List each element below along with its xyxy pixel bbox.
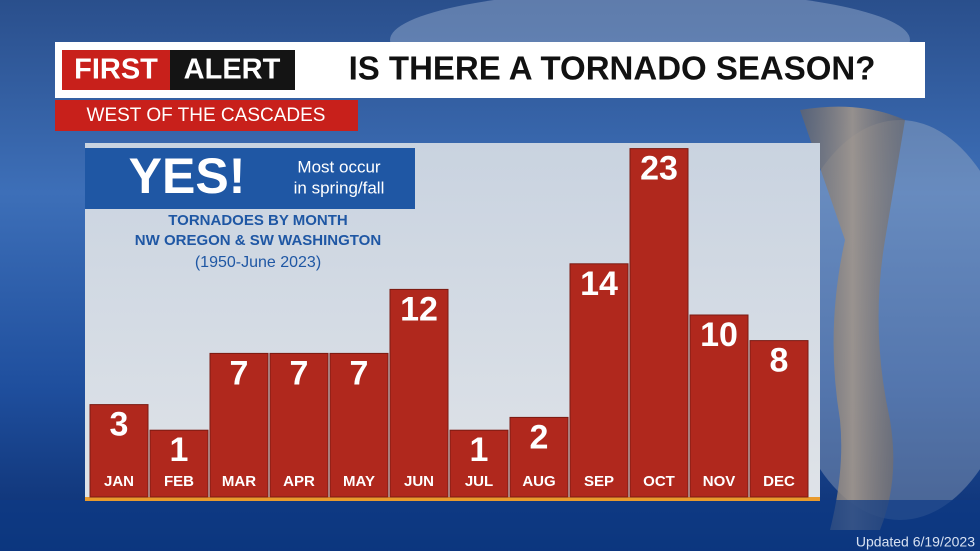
subtitle-bar bbox=[55, 100, 358, 131]
callout-box bbox=[85, 148, 415, 209]
x-tick-label: JUL bbox=[465, 473, 493, 490]
chart-subtitle: (1950-June 2023) bbox=[195, 254, 321, 271]
tornado bbox=[800, 106, 905, 531]
value-label: 8 bbox=[770, 342, 789, 380]
floor bbox=[0, 500, 980, 551]
value-label: 14 bbox=[580, 265, 618, 303]
chart-subtitle: NW OREGON & SW WASHINGTON bbox=[135, 232, 381, 249]
x-tick-label: DEC bbox=[763, 473, 795, 490]
x-tick-label: AUG bbox=[522, 473, 555, 490]
logo-first-box bbox=[62, 50, 170, 90]
value-label: 1 bbox=[470, 431, 489, 469]
value-label: 1 bbox=[170, 431, 189, 469]
x-tick-label: MAR bbox=[222, 473, 256, 490]
bar bbox=[209, 352, 269, 498]
bar bbox=[149, 429, 209, 498]
x-tick-label: APR bbox=[283, 473, 315, 490]
baseline bbox=[85, 497, 820, 501]
bar bbox=[629, 148, 689, 498]
callout-headline: YES! bbox=[129, 148, 246, 204]
chart-title: TORNADOES BY MONTH bbox=[168, 212, 347, 229]
x-tick-label: NOV bbox=[703, 473, 736, 490]
callout-text: Most occur bbox=[297, 157, 380, 176]
logo-first: FIRST bbox=[74, 54, 158, 86]
bar bbox=[569, 263, 629, 498]
value-label: 7 bbox=[350, 354, 369, 392]
footer: Updated 6/19/2023 bbox=[856, 534, 975, 550]
logo-alert-box bbox=[170, 50, 295, 90]
title: IS THERE A TORNADO SEASON? bbox=[349, 50, 876, 87]
bar bbox=[269, 352, 329, 498]
x-tick-label: JAN bbox=[104, 473, 134, 490]
bar bbox=[509, 416, 569, 498]
cloud bbox=[780, 120, 980, 520]
value-label: 7 bbox=[290, 354, 309, 392]
subtitle: WEST OF THE CASCADES bbox=[87, 105, 326, 126]
bar bbox=[689, 314, 749, 498]
bar bbox=[749, 340, 809, 498]
value-label: 23 bbox=[640, 150, 678, 188]
bar bbox=[329, 352, 389, 498]
value-label: 2 bbox=[530, 418, 549, 456]
x-tick-label: FEB bbox=[164, 473, 194, 490]
logo-alert: ALERT bbox=[184, 54, 281, 86]
callout-text: in spring/fall bbox=[294, 178, 385, 197]
value-label: 10 bbox=[700, 316, 738, 354]
bars: 3 JAN 1 FEB 7 MAR 7 APR 7 MAY 12 JUN 1 JUL 2 AUG 14 SEP 23… bbox=[89, 148, 809, 498]
value-label: 12 bbox=[400, 290, 438, 328]
x-tick-label: MAY bbox=[343, 473, 375, 490]
x-tick-label: SEP bbox=[584, 473, 614, 490]
bar bbox=[449, 429, 509, 498]
bar bbox=[389, 288, 449, 498]
x-tick-label: OCT bbox=[643, 473, 675, 490]
value-label: 3 bbox=[110, 406, 129, 444]
x-tick-label: JUN bbox=[404, 473, 434, 490]
bar bbox=[89, 404, 149, 498]
value-label: 7 bbox=[230, 354, 249, 392]
